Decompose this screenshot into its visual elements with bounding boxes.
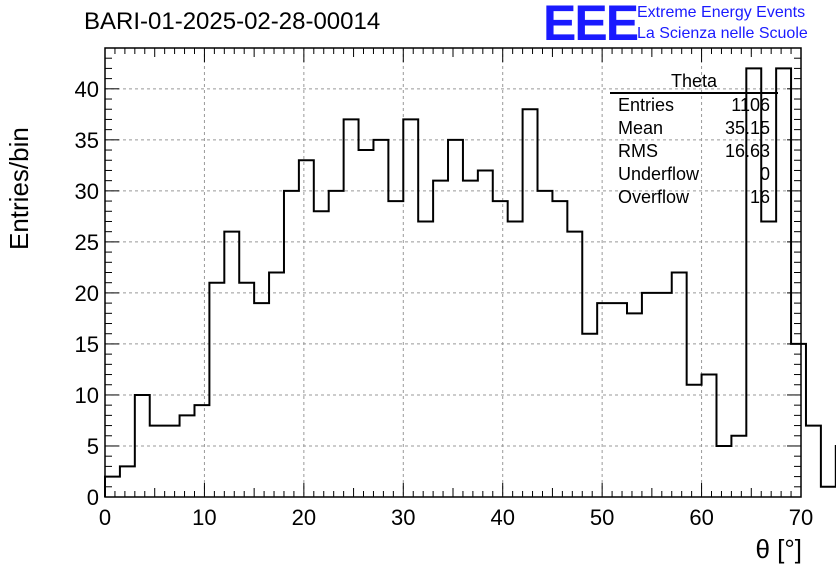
stats-label: RMS <box>618 141 658 161</box>
stats-value: 16.63 <box>724 141 770 161</box>
y-tick-label: 25 <box>75 230 99 255</box>
x-tick-label: 40 <box>490 505 514 530</box>
logo-line-1: Extreme Energy Events <box>637 4 806 21</box>
x-tick-label: 70 <box>789 505 813 530</box>
y-tick-label: 0 <box>87 485 99 510</box>
x-tick-label: 50 <box>590 505 614 530</box>
stats-label: Underflow <box>618 164 700 184</box>
y-tick-label: 5 <box>87 434 99 459</box>
stats-row-mean: Mean 35.15 <box>610 117 778 140</box>
stats-title: Theta <box>610 70 778 94</box>
stats-row-underflow: Underflow 0 <box>610 163 778 186</box>
stats-row-rms: RMS 16.63 <box>610 140 778 163</box>
stats-box: Theta Entries 1106 Mean 35.15 RMS 16.63 Und… <box>610 70 778 209</box>
y-tick-label: 30 <box>75 179 99 204</box>
stats-label: Mean <box>618 118 664 138</box>
stats-label: Entries <box>618 95 675 115</box>
stats-label: Overflow <box>618 187 690 207</box>
y-tick-label: 20 <box>75 281 99 306</box>
stats-row-entries: Entries 1106 <box>610 94 778 117</box>
y-tick-label: 40 <box>75 77 99 102</box>
stats-value: 0 <box>759 164 770 184</box>
x-axis-ticks: 0 10 20 30 40 50 60 70 <box>99 48 813 530</box>
histogram-line <box>104 67 836 497</box>
y-tick-label: 15 <box>75 332 99 357</box>
y-axis-ticks: 0 5 10 15 20 25 30 35 40 <box>75 47 801 510</box>
eee-logo: EEE <box>543 0 639 51</box>
y-tick-label: 35 <box>75 128 99 153</box>
stats-row-overflow: Overflow 16 <box>610 186 778 209</box>
stats-value: 35.15 <box>724 118 770 138</box>
x-tick-label: 30 <box>391 505 415 530</box>
y-axis-label: Entries/bin <box>4 127 34 250</box>
x-tick-label: 0 <box>99 505 111 530</box>
grid-lines <box>105 48 801 497</box>
x-tick-label: 10 <box>192 505 216 530</box>
x-tick-label: 20 <box>292 505 316 530</box>
histogram-bars <box>104 67 836 497</box>
chart-title: BARI-01-2025-02-28-00014 <box>84 8 381 35</box>
y-tick-label: 10 <box>75 383 99 408</box>
logo-line-2: La Scienza nelle Scuole <box>637 25 808 42</box>
x-axis-label: θ [°] <box>755 534 802 564</box>
x-tick-label: 60 <box>689 505 713 530</box>
stats-value: 1106 <box>731 95 770 115</box>
stats-value: 16 <box>749 187 770 207</box>
